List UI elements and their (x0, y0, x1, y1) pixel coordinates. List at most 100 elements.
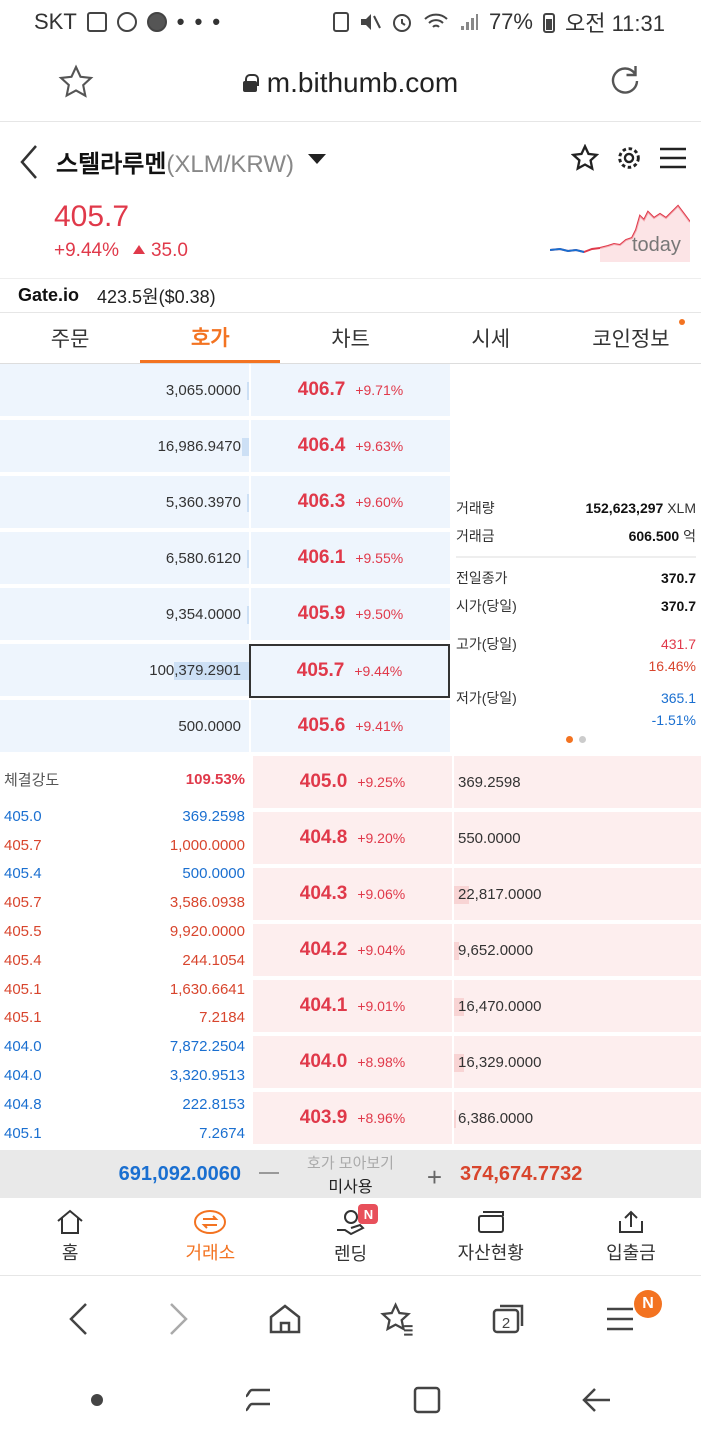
wifi-icon (424, 13, 448, 28)
stat-high-pct: 16.46% (648, 658, 696, 674)
ask-quantity-cell: 6,580.6120 (0, 532, 249, 586)
ask-percent: +9.50% (355, 606, 404, 622)
trade-quantity: 1,630.6641 (169, 980, 245, 998)
status-bar: SKT • • • 77% 오전 11:31 (0, 0, 701, 44)
ask-price-cell[interactable]: 406.3 +9.60% (249, 476, 450, 530)
tab-chart[interactable]: 차트 (280, 313, 420, 363)
nav-home[interactable]: 홈 (0, 1198, 140, 1275)
ask-price-cell[interactable]: 405.9 +9.50% (249, 588, 450, 642)
trade-price: 405.7 (4, 894, 42, 912)
trade-quantity: 1,000.0000 (169, 836, 245, 854)
system-dot-icon[interactable] (90, 1393, 104, 1407)
trade-quantity: 9,920.0000 (169, 923, 245, 941)
bid-row[interactable]: 404.0 +8.98% 16,329.0000 (251, 1036, 701, 1090)
group-selector[interactable]: 호가 모아보기 미사용 + (249, 1150, 452, 1198)
bid-price-cell[interactable]: 404.8 +9.20% (251, 812, 452, 866)
bid-price-cell[interactable]: 404.2 +9.04% (251, 924, 452, 978)
trade-row: 405.4 244.1054 (0, 946, 249, 975)
bid-quantity-cell: 22,817.0000 (452, 868, 701, 922)
ask-row[interactable]: 9,354.0000 405.9 +9.50% (0, 588, 450, 642)
nav-transfer[interactable]: 입출금 (561, 1198, 701, 1275)
nav-exchange[interactable]: 거래소 (140, 1198, 280, 1275)
bid-percent: +8.98% (357, 1054, 406, 1070)
ask-row[interactable]: 3,065.0000 406.7 +9.71% (0, 364, 450, 418)
coin-header: 스텔라루멘(XLM/KRW) (0, 124, 701, 194)
minus-icon[interactable] (259, 1172, 279, 1174)
nav-assets[interactable]: 자산현황 (421, 1198, 561, 1275)
trade-row: 405.1 7.2674 (0, 1119, 249, 1148)
battery-icon (542, 13, 555, 33)
system-back-icon[interactable] (581, 1386, 611, 1414)
mute-icon (360, 14, 381, 30)
bid-price-cell[interactable]: 404.1 +9.01% (251, 980, 452, 1034)
carrier-label: SKT (34, 9, 77, 34)
bid-row[interactable]: 404.2 +9.04% 9,652.0000 (251, 924, 701, 978)
bid-price-cell[interactable]: 405.0 +9.25% (251, 756, 452, 810)
ask-quantity: 3,065.0000 (165, 381, 241, 399)
bid-quantity: 16,329.0000 (458, 1053, 542, 1071)
bid-row[interactable]: 403.9 +8.96% 6,386.0000 (251, 1092, 701, 1146)
ask-price-cell[interactable]: 406.1 +9.55% (249, 532, 450, 586)
browser-forward-icon[interactable] (167, 1301, 191, 1337)
ask-price-cell[interactable]: 405.6 +9.41% (249, 700, 450, 754)
bid-price-cell[interactable]: 404.0 +8.98% (251, 1036, 452, 1090)
ask-row[interactable]: 500.0000 405.6 +9.41% (0, 700, 450, 754)
tabs-icon[interactable]: 2 (492, 1302, 528, 1336)
nav-label: 자산현황 (457, 1242, 524, 1263)
nav-lending[interactable]: 렌딩 N (280, 1198, 420, 1275)
ask-depth-bar (174, 662, 249, 680)
tab-order[interactable]: 주문 (0, 313, 140, 363)
bid-percent: +8.96% (357, 1110, 406, 1126)
ask-price-cell[interactable]: 406.7 +9.71% (249, 364, 450, 418)
trade-price: 405.1 (4, 1124, 42, 1142)
bid-row[interactable]: 405.0 +9.25% 369.2598 (251, 756, 701, 810)
trade-strength: 체결강도 109.53% (0, 756, 249, 802)
ask-price-cell[interactable]: 405.7 +9.44% (249, 644, 450, 698)
trade-row: 405.5 9,920.0000 (0, 917, 249, 946)
menu-hamburger-icon[interactable] (659, 146, 687, 170)
plus-icon[interactable]: + (426, 1162, 442, 1192)
tab-label: 차트 (331, 328, 370, 351)
tab-market[interactable]: 시세 (421, 313, 561, 363)
favorite-star-icon[interactable] (571, 144, 599, 172)
ask-row[interactable]: 16,986.9470 406.4 +9.63% (0, 420, 450, 474)
browser-back-icon[interactable] (66, 1301, 90, 1337)
tab-label: 호가 (190, 326, 230, 350)
ask-price-cell[interactable]: 406.4 +9.63% (249, 420, 450, 474)
ask-depth-bar (246, 606, 249, 624)
bid-quantity-cell: 16,329.0000 (452, 1036, 701, 1090)
ask-row[interactable]: 100,379.2901 405.7 +9.44% (0, 644, 450, 698)
bid-row[interactable]: 404.1 +9.01% 16,470.0000 (251, 980, 701, 1034)
trade-price: 405.1 (4, 980, 42, 998)
group-value: 미사용 (328, 1178, 373, 1196)
bid-price-cell[interactable]: 404.3 +9.06% (251, 868, 452, 922)
pager-dot-active (566, 736, 573, 743)
coin-dropdown-icon[interactable] (308, 154, 326, 164)
url-text: m.bithumb.com (266, 66, 459, 98)
tab-coin-info[interactable]: 코인정보 (561, 313, 701, 363)
bookmark-star-icon[interactable] (58, 64, 94, 100)
tab-orderbook[interactable]: 호가 (140, 313, 281, 363)
bookmarks-icon[interactable] (379, 1302, 415, 1336)
reload-icon[interactable] (607, 62, 643, 100)
system-home-icon[interactable] (412, 1385, 442, 1415)
settings-gear-icon[interactable] (615, 144, 643, 172)
ask-row[interactable]: 6,580.6120 406.1 +9.55% (0, 532, 450, 586)
trade-price: 405.1 (4, 1009, 42, 1027)
ask-depth-bar (246, 550, 249, 568)
back-chevron-icon[interactable] (18, 144, 40, 180)
ask-percent: +9.55% (355, 550, 404, 566)
recent-apps-icon[interactable] (243, 1386, 273, 1414)
coin-title[interactable]: 스텔라루멘(XLM/KRW) (56, 144, 294, 179)
stat-label: 시가(당일) (456, 598, 517, 614)
trade-price: 405.7 (4, 836, 42, 854)
stats-pager[interactable] (566, 736, 586, 743)
browser-menu-icon[interactable] (605, 1306, 635, 1332)
ask-price: 405.9 (297, 603, 346, 624)
url-field[interactable]: m.bithumb.com (242, 66, 459, 99)
browser-home-icon[interactable] (268, 1303, 302, 1335)
bid-row[interactable]: 404.3 +9.06% 22,817.0000 (251, 868, 701, 922)
bid-price-cell[interactable]: 403.9 +8.96% (251, 1092, 452, 1146)
bid-row[interactable]: 404.8 +9.20% 550.0000 (251, 812, 701, 866)
ask-row[interactable]: 5,360.3970 406.3 +9.60% (0, 476, 450, 530)
